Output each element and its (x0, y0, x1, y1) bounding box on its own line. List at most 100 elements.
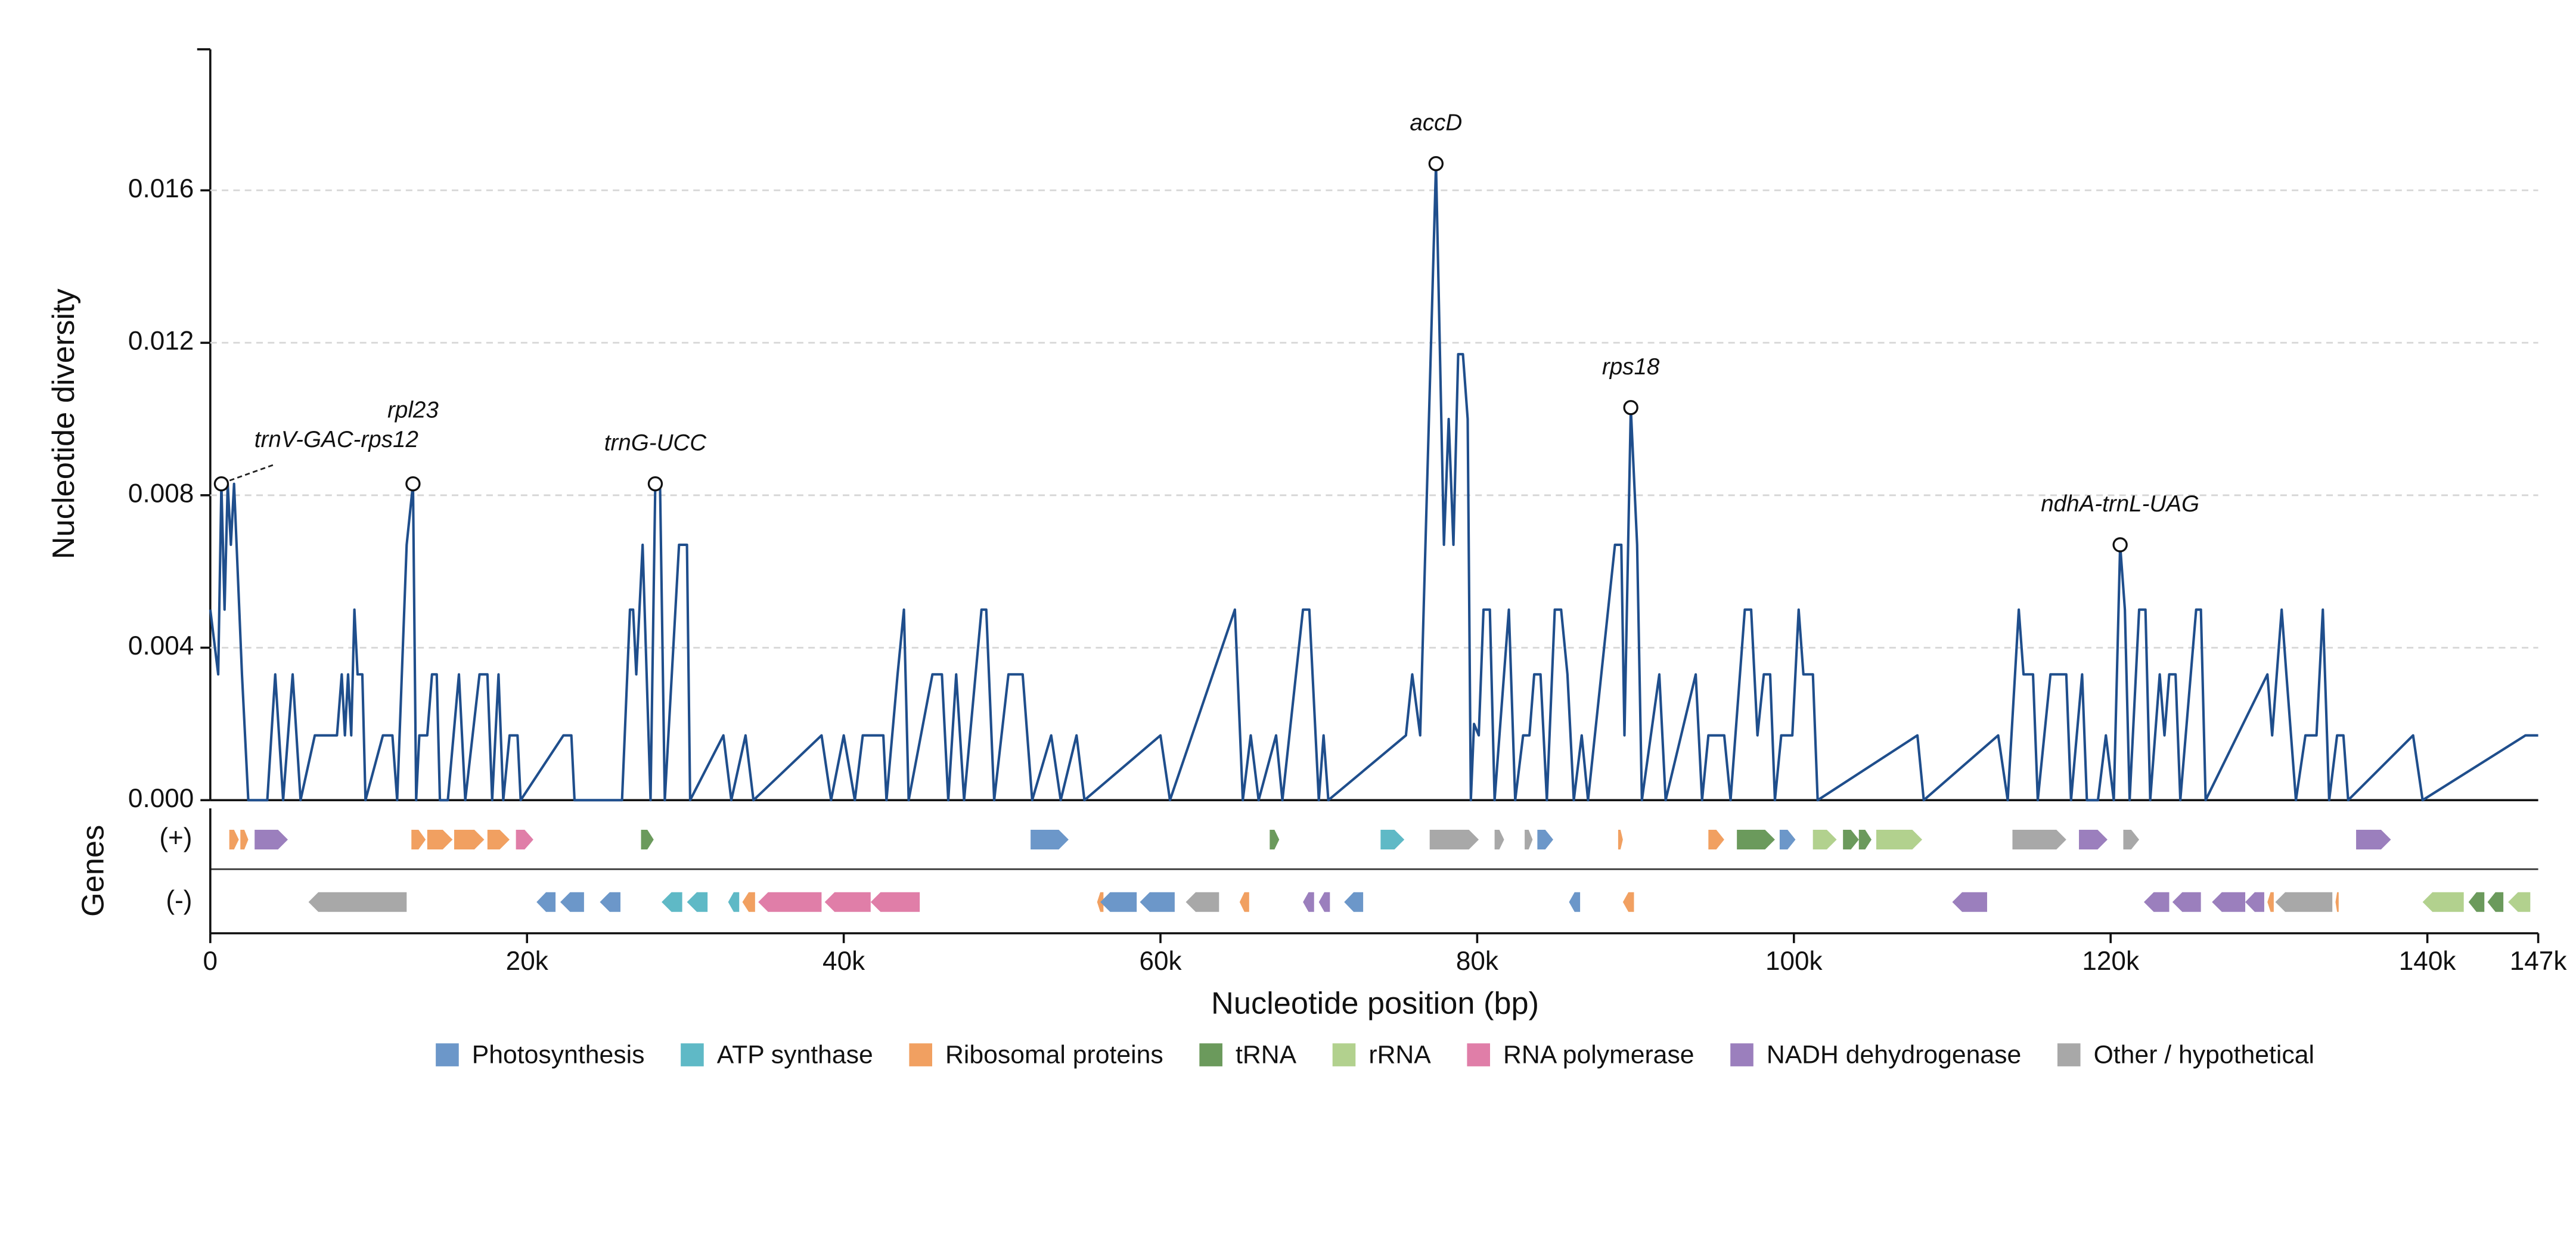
gene (2144, 892, 2170, 912)
gene (229, 829, 239, 850)
gene (1843, 829, 1859, 850)
peak-label: rps18 (1602, 354, 1660, 380)
strand-label: (-) (166, 886, 192, 915)
y-tick-label: 0.000 (128, 784, 194, 813)
legend-swatch (1332, 1043, 1356, 1066)
peak-marker (1428, 156, 1444, 172)
gene (255, 829, 288, 850)
peak-marker (405, 476, 421, 492)
gene (1318, 892, 1330, 912)
legend-label: ATP synthase (717, 1041, 873, 1069)
gene (1812, 829, 1837, 850)
gene (1239, 892, 1249, 912)
gene (1876, 829, 1923, 850)
gene (2172, 892, 2201, 912)
gene (641, 829, 654, 850)
gene (516, 829, 533, 850)
legend-swatch (909, 1043, 933, 1066)
gene (2123, 829, 2140, 850)
gene (2335, 892, 2339, 912)
x-axis-title: Nucleotide position (bp) (1211, 987, 1539, 1021)
gene (1622, 892, 1634, 912)
legend-label: tRNA (1236, 1041, 1297, 1069)
gene (758, 892, 822, 912)
gene (600, 892, 620, 912)
gene (1140, 892, 1175, 912)
gene (1100, 892, 1137, 912)
gene (2212, 892, 2246, 912)
x-tick-label: 147k (2510, 947, 2568, 976)
peak-marker (1623, 400, 1638, 415)
gene (687, 892, 708, 912)
track-title: Genes (76, 825, 111, 917)
gene (1429, 829, 1479, 850)
y-tick-label: 0.012 (128, 327, 194, 356)
peak-label: rpl23 (387, 398, 439, 423)
peak-marker (647, 476, 663, 492)
gene (2468, 892, 2485, 912)
strand-label: (+) (159, 823, 192, 852)
y-tick-label: 0.004 (128, 631, 194, 660)
gene (1185, 892, 1219, 912)
gene (1303, 892, 1314, 912)
y-tick-label: 0.016 (128, 174, 194, 203)
peak-label: trnV-GAC-rps12 (255, 427, 418, 452)
x-tick-label: 120k (2082, 947, 2140, 976)
gene (870, 892, 920, 912)
y-axis-title: Nucleotide diversity (46, 288, 81, 559)
gene (1708, 829, 1724, 850)
gene (1097, 892, 1104, 912)
peak-label: accD (1410, 110, 1462, 136)
gene (824, 892, 871, 912)
gene (454, 829, 485, 850)
gene (487, 829, 510, 850)
gene (536, 892, 556, 912)
legend-label: Other / hypothetical (2094, 1041, 2314, 1069)
gene (728, 892, 740, 912)
x-tick-label: 140k (2399, 947, 2457, 976)
legend-swatch (1730, 1043, 1753, 1066)
x-tick-label: 60k (1139, 947, 1182, 976)
gene (1525, 829, 1533, 850)
legend-label: rRNA (1368, 1041, 1431, 1069)
x-tick-label: 0 (203, 947, 218, 976)
x-tick-label: 20k (506, 947, 549, 976)
gene (427, 829, 453, 850)
gene (1618, 829, 1623, 850)
x-tick-label: 40k (823, 947, 865, 976)
legend-swatch (436, 1043, 459, 1066)
legend-label: Photosynthesis (472, 1041, 645, 1069)
gene (1537, 829, 1553, 850)
gene (2245, 892, 2264, 912)
diversity-line (209, 162, 2538, 802)
gene (2267, 892, 2274, 912)
y-tick-label: 0.008 (128, 479, 194, 508)
gene (1569, 892, 1581, 912)
legend-label: Ribosomal proteins (945, 1041, 1163, 1069)
peak-marker (213, 476, 229, 492)
gene (1380, 829, 1405, 850)
peak-label: trnG-UCC (604, 430, 707, 456)
gene (2356, 829, 2391, 850)
gene (1858, 829, 1872, 850)
gene (411, 829, 426, 850)
gene (1494, 829, 1504, 850)
gene (1952, 892, 1987, 912)
gene (2422, 892, 2464, 912)
legend-swatch (1467, 1043, 1490, 1066)
leader-line (229, 463, 276, 482)
legend-swatch (1199, 1043, 1222, 1066)
gene (1031, 829, 1069, 850)
peak-marker (2112, 537, 2128, 553)
gene (662, 892, 682, 912)
legend-swatch (2057, 1043, 2081, 1066)
gene (1344, 892, 1364, 912)
gene (2275, 892, 2333, 912)
gene (560, 892, 584, 912)
x-tick-label: 100k (1765, 947, 1823, 976)
gene (308, 892, 407, 912)
gene (1779, 829, 1796, 850)
legend-label: RNA polymerase (1503, 1041, 1694, 1069)
legend-label: NADH dehydrogenase (1767, 1041, 2021, 1069)
peak-label: ndhA-trnL-UAG (2041, 491, 2199, 517)
